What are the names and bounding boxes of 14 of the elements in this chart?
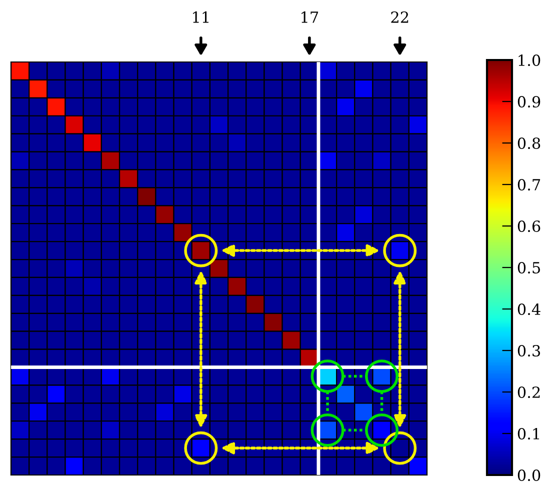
color-bar-label: 0.2 xyxy=(518,386,540,398)
x2-tick-label: 22 xyxy=(391,11,408,23)
color-bar-label: 0.0 xyxy=(518,469,540,482)
x2-tick-label: 17 xyxy=(302,11,318,23)
color-bar-label: 1.0 xyxy=(518,54,540,66)
color-bar-label: 0.1 xyxy=(518,428,539,440)
color-bar-label: 0.5 xyxy=(518,262,540,274)
color-bar-label: 0.8 xyxy=(518,137,540,150)
x2-tick-label: 11 xyxy=(193,11,208,23)
color-bar-label: 0.3 xyxy=(518,344,540,357)
color-bar-label: 0.4 xyxy=(518,303,540,316)
color-bar-label: 0.6 xyxy=(518,220,540,232)
color-bar-label: 0.9 xyxy=(518,96,540,108)
color-bar-label: 0.7 xyxy=(518,178,540,191)
